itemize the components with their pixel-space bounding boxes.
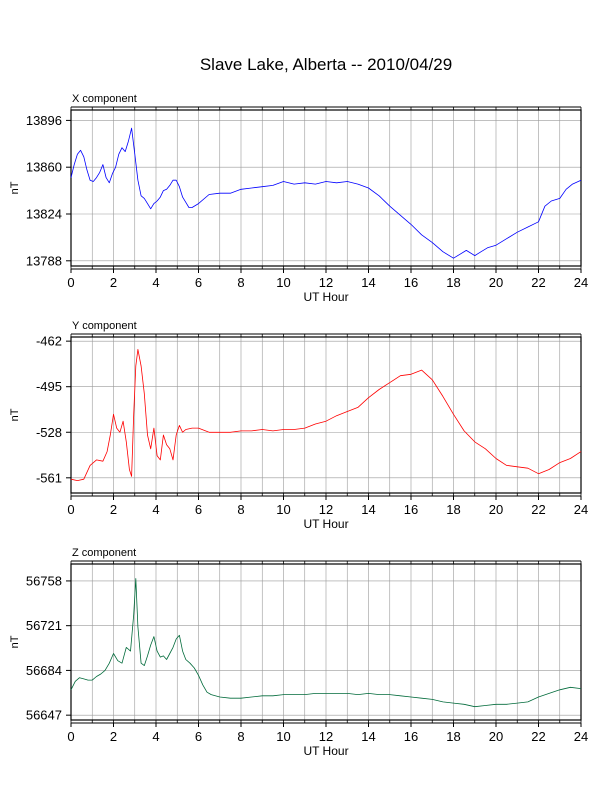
x-tick-label: 4 — [152, 502, 159, 517]
x-tick-label: 12 — [319, 275, 333, 290]
x-tick-label: 8 — [237, 275, 244, 290]
x-tick-label: 10 — [276, 729, 290, 744]
x-tick-label: 20 — [489, 502, 503, 517]
x-tick-label: 22 — [531, 275, 545, 290]
x-tick-label: 18 — [446, 502, 460, 517]
x-tick-label: 8 — [237, 502, 244, 517]
x-tick-label: 24 — [574, 729, 588, 744]
x-tick-label: 24 — [574, 502, 588, 517]
series-line-1 — [70, 127, 582, 259]
y-tick-label: 13824 — [26, 207, 62, 222]
x-tick-label: 8 — [237, 729, 244, 744]
x-tick-label: 22 — [531, 502, 545, 517]
y-axis-label: nT — [9, 408, 21, 421]
x-tick-label: 4 — [152, 729, 159, 744]
y-tick-label: 56647 — [26, 708, 62, 723]
x-tick-label: 20 — [489, 729, 503, 744]
x-tick-label: 12 — [319, 729, 333, 744]
y-tick-label: -528 — [36, 425, 62, 440]
panel-title: Y component — [72, 320, 137, 332]
x-tick-label: 2 — [110, 502, 117, 517]
x-tick-label: 18 — [446, 275, 460, 290]
y-tick-label: 56684 — [26, 663, 62, 678]
y-tick-label: -495 — [36, 379, 62, 394]
x-tick-label: 2 — [110, 729, 117, 744]
y-tick-label: 56721 — [26, 618, 62, 633]
x-tick-label: 18 — [446, 729, 460, 744]
panel-title: Z component — [72, 547, 136, 559]
y-tick-label: 13896 — [26, 113, 62, 128]
y-axis-label: nT — [9, 181, 21, 194]
x-tick-label: 0 — [67, 502, 74, 517]
x-axis-label: UT Hour — [303, 517, 348, 531]
x-tick-label: 14 — [361, 275, 375, 290]
x-tick-label: 0 — [67, 729, 74, 744]
x-tick-label: 14 — [361, 729, 375, 744]
x-tick-label: 20 — [489, 275, 503, 290]
x-tick-label: 16 — [404, 729, 418, 744]
series-line-1 — [70, 578, 582, 708]
x-tick-label: 10 — [276, 502, 290, 517]
x-tick-label: 24 — [574, 275, 588, 290]
x-tick-label: 10 — [276, 275, 290, 290]
y-tick-label: -561 — [36, 470, 62, 485]
y-tick-label: 13788 — [26, 253, 62, 268]
panel-title: X component — [72, 93, 137, 105]
y-axis-label: nT — [9, 635, 21, 648]
page-title: Slave Lake, Alberta -- 2010/04/29 — [199, 55, 453, 74]
x-tick-label: 2 — [110, 275, 117, 290]
x-tick-label: 6 — [195, 502, 202, 517]
x-axis-label: UT Hour — [303, 290, 348, 304]
x-tick-label: 12 — [319, 502, 333, 517]
series-line-1 — [70, 348, 582, 482]
x-tick-label: 14 — [361, 502, 375, 517]
x-tick-label: 22 — [531, 729, 545, 744]
x-tick-label: 16 — [404, 502, 418, 517]
x-axis-label: UT Hour — [303, 744, 348, 758]
x-tick-label: 6 — [195, 275, 202, 290]
x-tick-label: 16 — [404, 275, 418, 290]
y-tick-label: 13860 — [26, 160, 62, 175]
x-tick-label: 0 — [67, 275, 74, 290]
y-tick-label: -462 — [36, 334, 62, 349]
y-tick-label: 56758 — [26, 573, 62, 588]
x-tick-label: 4 — [152, 275, 159, 290]
x-tick-label: 6 — [195, 729, 202, 744]
